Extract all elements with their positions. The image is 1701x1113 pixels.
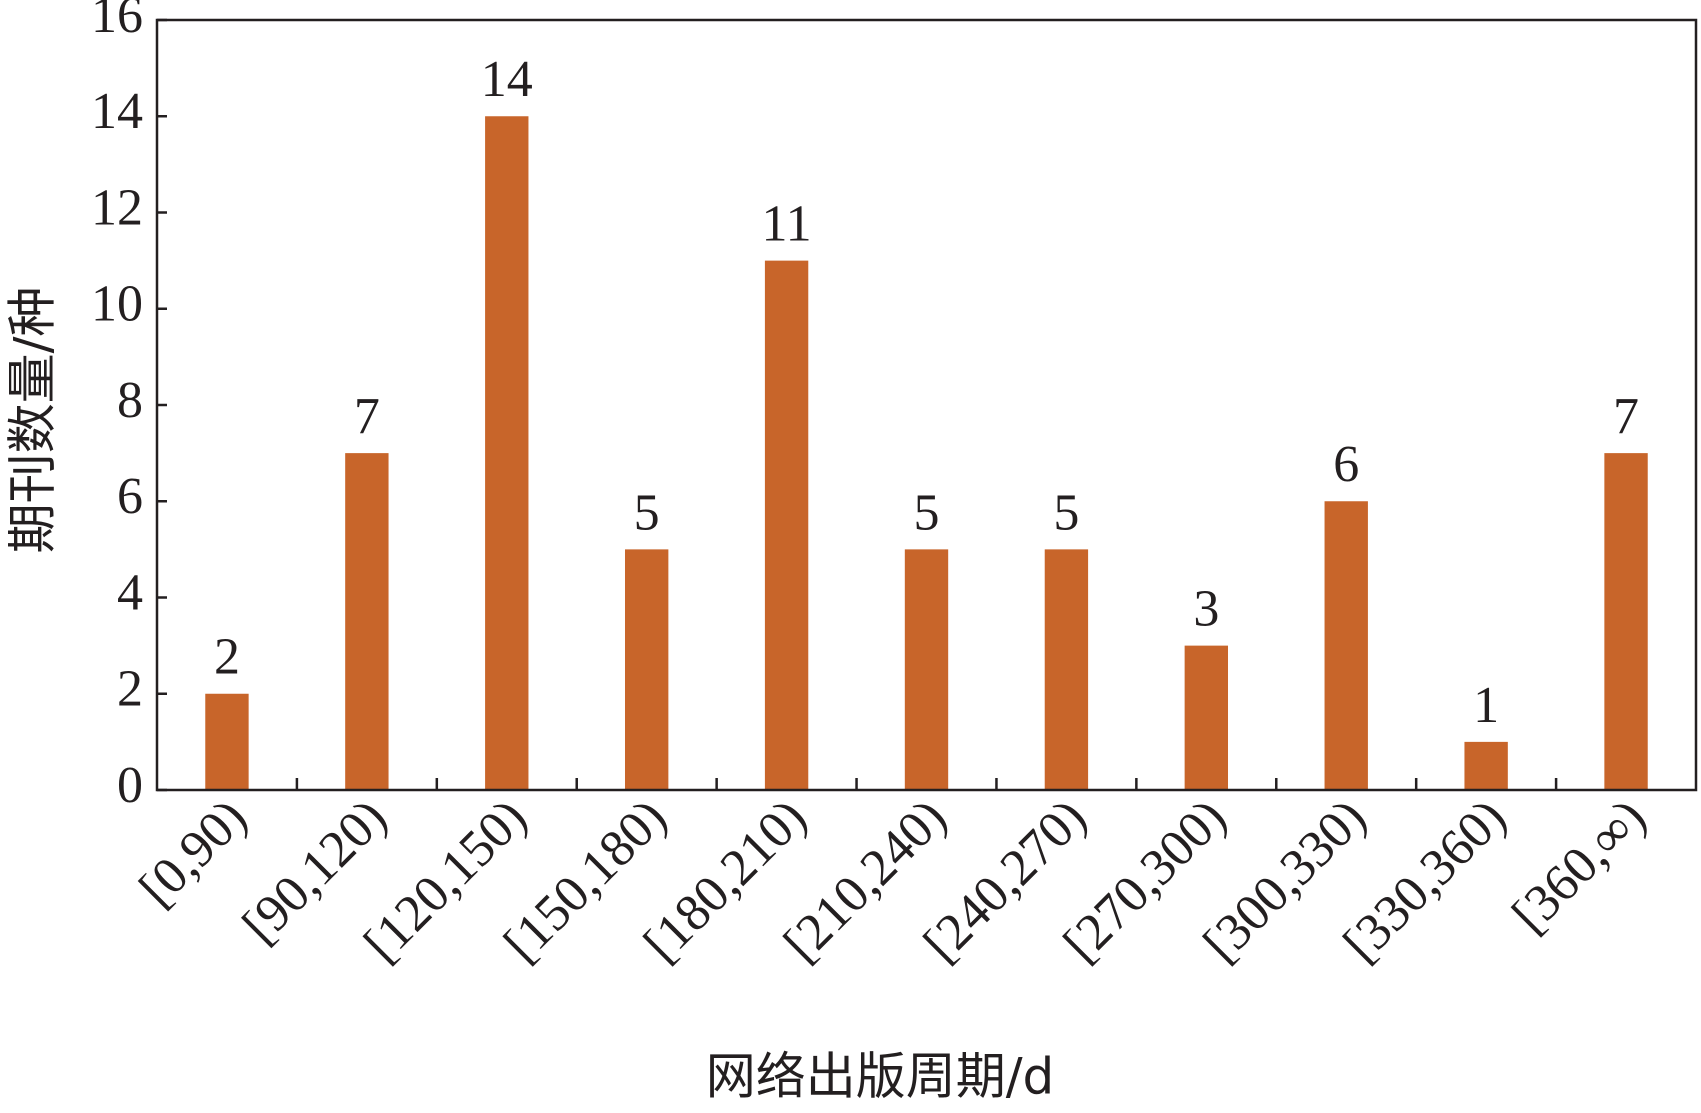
bar bbox=[1464, 741, 1508, 790]
y-tick-label: 12 bbox=[91, 179, 143, 236]
y-tick-label: 0 bbox=[117, 757, 143, 814]
value-label: 5 bbox=[634, 484, 660, 541]
y-tick-label: 8 bbox=[117, 372, 143, 429]
y-axis-label: 期刊数量/种 bbox=[4, 287, 62, 554]
value-label: 3 bbox=[1193, 581, 1219, 638]
x-tick-label: [0,90) bbox=[129, 789, 258, 918]
plot-frame bbox=[155, 18, 1698, 792]
bar bbox=[1604, 453, 1648, 790]
y-tick-label: 14 bbox=[91, 83, 143, 140]
bar bbox=[485, 116, 529, 790]
y-tick-label: 10 bbox=[91, 276, 143, 333]
value-label: 7 bbox=[354, 388, 380, 445]
y-tick-label: 2 bbox=[117, 661, 143, 718]
bar bbox=[345, 453, 389, 790]
y-tick-label: 6 bbox=[117, 468, 143, 525]
bar bbox=[1324, 501, 1368, 790]
value-label: 2 bbox=[214, 629, 240, 686]
bar bbox=[1044, 549, 1089, 790]
y-tick-label: 16 bbox=[91, 0, 143, 44]
bar bbox=[1184, 645, 1229, 790]
x-axis-label: 网络出版周期/d bbox=[706, 1048, 1055, 1106]
bar bbox=[764, 260, 809, 790]
bar bbox=[624, 549, 669, 790]
value-label: 1 bbox=[1473, 677, 1499, 734]
value-label: 6 bbox=[1333, 436, 1359, 493]
value-label: 11 bbox=[762, 196, 812, 253]
y-tick-label: 4 bbox=[117, 564, 143, 621]
value-label: 14 bbox=[481, 51, 533, 108]
bar bbox=[904, 549, 949, 790]
value-label: 5 bbox=[914, 484, 940, 541]
value-label: 7 bbox=[1613, 388, 1639, 445]
value-label: 5 bbox=[1053, 484, 1079, 541]
bar bbox=[205, 693, 249, 790]
x-tick-label: [360,∞) bbox=[1502, 789, 1657, 944]
